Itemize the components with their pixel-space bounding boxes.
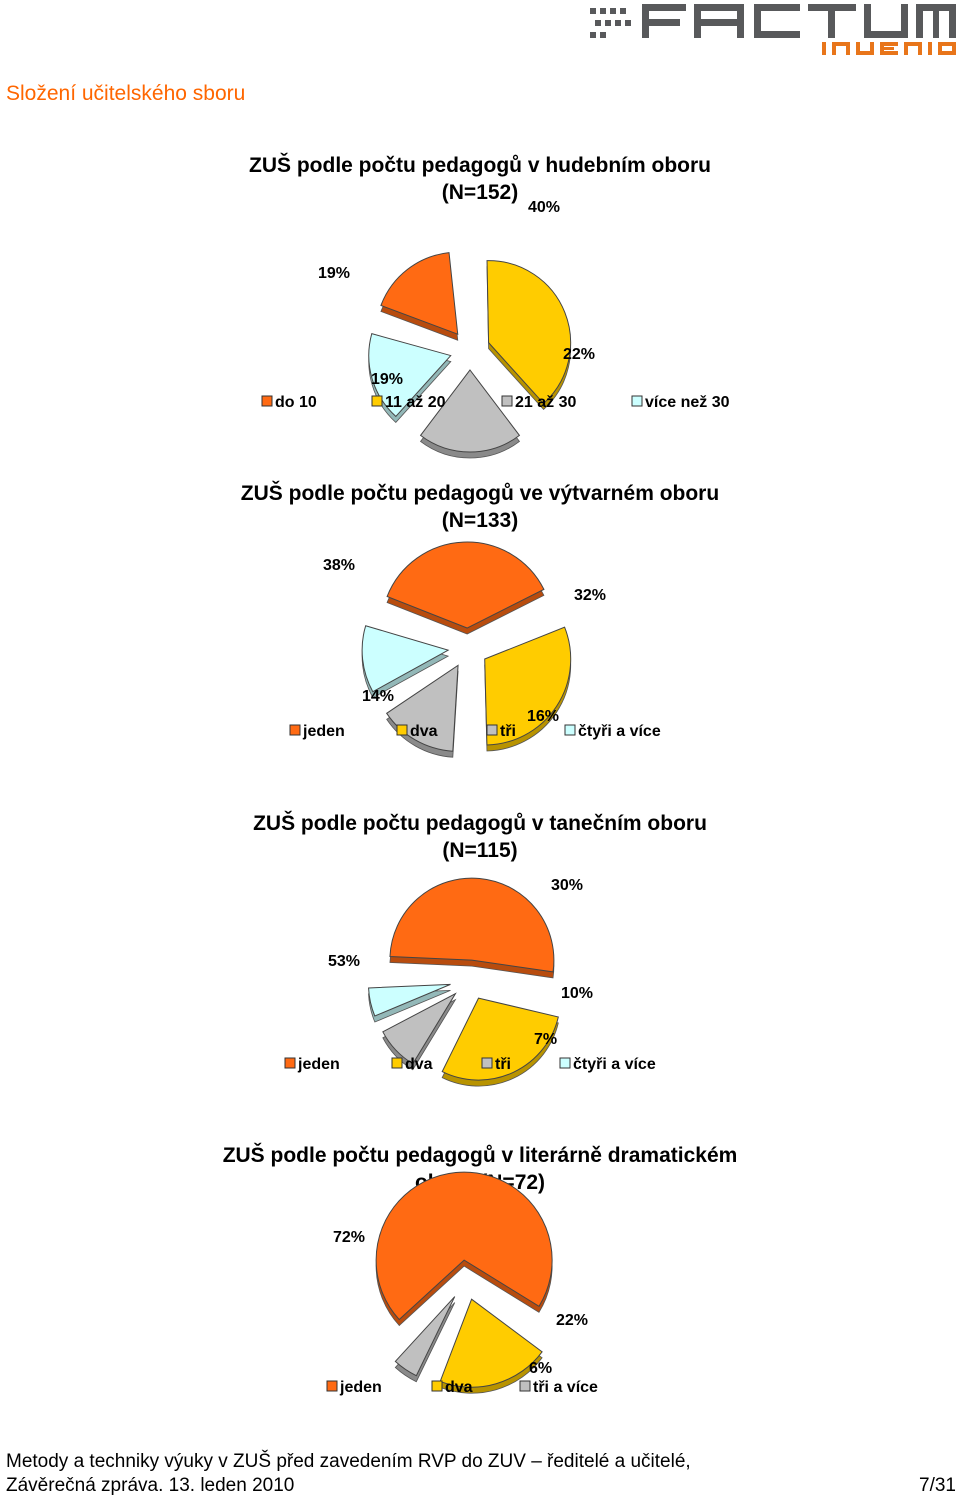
chart-title-line2: (N=133) bbox=[441, 509, 519, 532]
legend-entry: tři bbox=[495, 1056, 511, 1073]
legend-swatch bbox=[396, 724, 408, 736]
pie-value-label: 30% bbox=[551, 877, 583, 894]
pie-value-label: 16% bbox=[527, 708, 559, 725]
legend-swatch bbox=[519, 1380, 531, 1392]
legend-entry: dva bbox=[445, 1379, 473, 1396]
pie-value-label: 22% bbox=[556, 1312, 588, 1329]
legend-swatch bbox=[501, 395, 513, 407]
chart-title-line2: (N=115) bbox=[442, 839, 518, 862]
page-footer: Metody a techniky výuky v ZUŠ před zaved… bbox=[6, 1450, 956, 1498]
legend-swatch bbox=[431, 1380, 443, 1392]
pie-slice-2 bbox=[484, 626, 572, 746]
legend-swatch bbox=[391, 1057, 403, 1069]
pie-value-label: 14% bbox=[362, 688, 394, 705]
pie-value-label: 22% bbox=[563, 346, 595, 363]
pie-slice-4 bbox=[361, 625, 450, 693]
legend-swatch bbox=[284, 1057, 296, 1069]
legend-swatch bbox=[261, 395, 273, 407]
legend-entry: tři a více bbox=[533, 1379, 598, 1396]
chart-vytvarny-obor: ZUŠ podle počtu pedagogů ve výtvarném ob… bbox=[0, 478, 960, 758]
pie-svg: 72% 22% 6% jeden dva tři a více bbox=[326, 1171, 598, 1396]
legend-entry: tři bbox=[500, 723, 516, 740]
pie-value-label: 38% bbox=[323, 557, 355, 574]
pie-slice-4 bbox=[368, 983, 451, 1017]
pie-slice-2 bbox=[439, 1298, 543, 1388]
chart-title-line1: ZUŠ podle počtu pedagogů v tanečním obor… bbox=[253, 812, 707, 835]
chart-hudebni-obor: ZUŠ podle počtu pedagogů v hudebním obor… bbox=[0, 150, 960, 459]
legend-entry: dva bbox=[410, 723, 438, 740]
chart-title-line2: (N=152) bbox=[441, 181, 519, 204]
pie-value-label: 7% bbox=[534, 1031, 557, 1048]
pie-value-label: 6% bbox=[529, 1360, 552, 1377]
pie-slice-1 bbox=[386, 541, 545, 629]
pie-slice-1 bbox=[380, 252, 459, 335]
footer-line2: Závěrečná zpráva. 13. leden 2010 bbox=[6, 1475, 295, 1496]
chart-title-line1: ZUŠ podle počtu pedagogů v hudebním obor… bbox=[249, 154, 711, 177]
pie-value-label: 19% bbox=[318, 265, 350, 282]
page-number: 7/31 bbox=[919, 1475, 956, 1496]
footer-line2-row: Závěrečná zpráva. 13. leden 2010 7/31 bbox=[6, 1474, 956, 1498]
pie-slice-1 bbox=[375, 1171, 553, 1321]
legend-entry: dva bbox=[405, 1056, 433, 1073]
legend-entry: 11 až 20 bbox=[385, 394, 446, 411]
pie-value-label: 10% bbox=[561, 985, 593, 1002]
pie-svg: 53% 30% 10% 7% jeden dva tři čtyři a více bbox=[284, 877, 656, 1087]
legend-entry: čtyři a více bbox=[573, 1056, 656, 1073]
section-title: Složení učitelského sboru bbox=[6, 82, 246, 105]
pie-svg: 19% 40% 22% 19% do 10 11 až 20 21 až 30 více ne… bbox=[261, 199, 730, 459]
pie-svg: 38% 32% 16% 14% jeden dva tři čtyři a více bbox=[289, 541, 661, 758]
legend-swatch bbox=[559, 1057, 571, 1069]
legend-swatch bbox=[631, 395, 643, 407]
pie-slice-4 bbox=[368, 333, 452, 418]
factum-invenio-logo bbox=[590, 4, 956, 55]
pie-slice-2 bbox=[441, 997, 559, 1081]
pie-value-label: 53% bbox=[328, 953, 360, 970]
pie-value-label: 32% bbox=[574, 587, 606, 604]
chart-tanecni-obor: ZUŠ podle počtu pedagogů v tanečním obor… bbox=[0, 808, 960, 1088]
pie-slice-3 bbox=[394, 1296, 456, 1377]
footer-line1: Metody a techniky výuky v ZUŠ před zaved… bbox=[6, 1451, 691, 1472]
legend-entry: jeden bbox=[302, 723, 345, 740]
legend-swatch bbox=[326, 1380, 338, 1392]
chart-title-line1: ZUŠ podle počtu pedagogů ve výtvarném ob… bbox=[240, 482, 720, 505]
legend-swatch bbox=[289, 724, 301, 736]
pie-slice-3 bbox=[382, 992, 457, 1065]
legend-entry: čtyři a více bbox=[578, 723, 661, 740]
legend-swatch bbox=[486, 724, 498, 736]
pie-slice-2 bbox=[486, 260, 572, 405]
legend-swatch bbox=[564, 724, 576, 736]
pie-value-label: 72% bbox=[333, 1229, 365, 1246]
chart-literarne-dramaticky-obor: ZUŠ podle počtu pedagogů v literárně dra… bbox=[0, 1140, 960, 1410]
pie-slice-3 bbox=[419, 369, 521, 453]
legend-entry: do 10 bbox=[275, 394, 317, 411]
pie-value-label: 19% bbox=[371, 371, 403, 388]
legend-entry: více než 30 bbox=[645, 394, 730, 411]
pie-value-label: 40% bbox=[528, 199, 560, 216]
legend-swatch bbox=[481, 1057, 493, 1069]
legend-swatch bbox=[371, 395, 383, 407]
legend-entry: jeden bbox=[339, 1379, 382, 1396]
legend-entry: jeden bbox=[297, 1056, 340, 1073]
pie-slice-1 bbox=[389, 877, 555, 973]
chart-title-line1: ZUŠ podle počtu pedagogů v literárně dra… bbox=[222, 1144, 738, 1167]
legend-entry: 21 až 30 bbox=[515, 394, 576, 411]
